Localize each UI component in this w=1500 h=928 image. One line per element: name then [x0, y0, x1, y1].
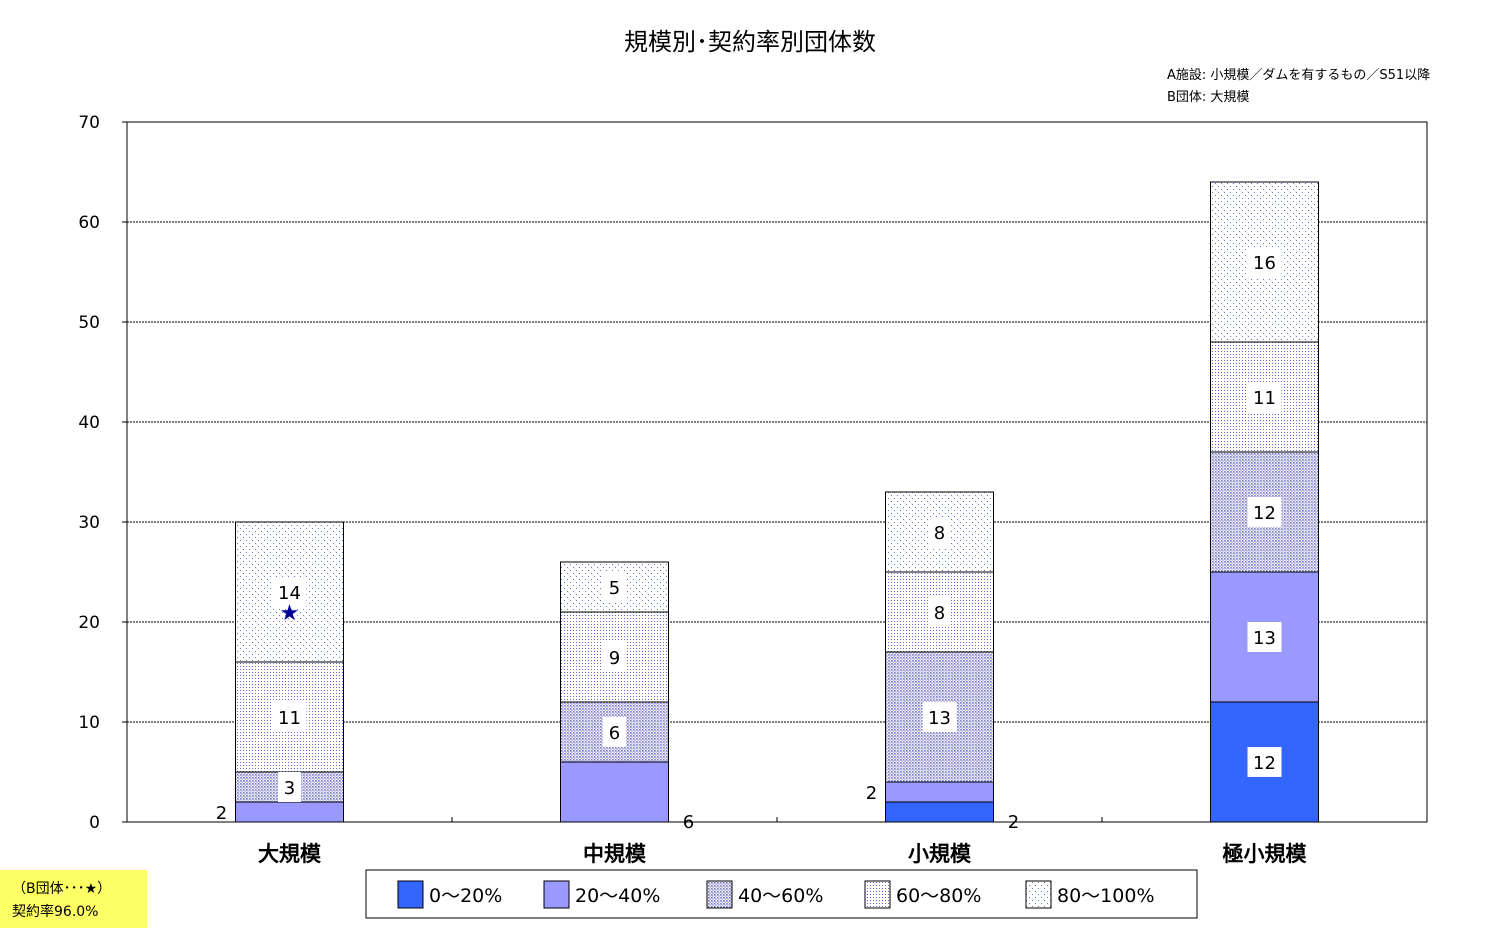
y-axis-ticks: 0 10 20 30 40 50 60 70 — [78, 113, 100, 833]
star-marker: ★ — [280, 601, 300, 626]
footnote-box: （B団体･･･★） 契約率96.0% — [0, 870, 147, 928]
y-tick-label: 60 — [78, 213, 100, 233]
data-label-background — [272, 577, 307, 607]
bar-segment — [560, 761, 669, 823]
bar-segment — [885, 801, 994, 823]
legend: 0～20% 20～40% 40～60% 60～80% 80～100% — [365, 869, 1198, 919]
y-tick-label: 30 — [78, 513, 100, 533]
data-label-background — [603, 717, 626, 747]
data-label: 14 — [278, 583, 301, 604]
data-label: 11 — [1253, 388, 1276, 409]
y-tick-label: 10 — [78, 713, 100, 733]
legend-label: 60～80% — [896, 885, 981, 907]
data-label: 13 — [928, 708, 951, 729]
legend-swatch — [397, 880, 424, 909]
legend-label: 0～20% — [429, 885, 502, 907]
data-label-background — [1247, 247, 1282, 277]
x-category-label: 極小規模 — [1223, 842, 1308, 866]
data-label: 12 — [1253, 503, 1276, 524]
data-label: 3 — [284, 778, 295, 799]
legend-swatch — [864, 880, 891, 909]
data-label-background — [1247, 497, 1282, 527]
data-label-background — [278, 772, 301, 802]
data-label-background — [603, 572, 626, 602]
data-label: 2 — [866, 783, 877, 804]
data-label: 8 — [934, 523, 945, 544]
y-tick-label: 0 — [89, 813, 100, 833]
data-label: 8 — [934, 603, 945, 624]
axes — [122, 121, 1428, 823]
legend-label: 80～100% — [1057, 885, 1155, 907]
data-label: 5 — [609, 578, 620, 599]
legend-swatch — [706, 880, 733, 909]
x-category-label: 中規模 — [583, 842, 647, 866]
data-label: 9 — [609, 648, 620, 669]
y-tick-label: 50 — [78, 313, 100, 333]
data-label-background — [928, 597, 951, 627]
footnote-line-2: 契約率96.0% — [12, 904, 99, 920]
data-label-background — [1247, 747, 1282, 777]
data-label: 12 — [1253, 753, 1276, 774]
y-tick-label: 70 — [78, 113, 100, 133]
data-label: 16 — [1253, 253, 1276, 274]
x-category-label: 大規模 — [258, 842, 322, 866]
data-label-background — [1247, 382, 1282, 412]
chart-title: 規模別･契約率別団体数 — [624, 28, 876, 56]
y-tick-label: 20 — [78, 613, 100, 633]
y-tick-label: 40 — [78, 413, 100, 433]
legend-label: 20～40% — [575, 885, 660, 907]
data-label-background — [272, 702, 307, 732]
bar-segment — [235, 801, 344, 823]
bars — [235, 181, 1319, 823]
data-label: 2 — [216, 803, 227, 824]
data-label-background — [922, 702, 957, 732]
chart-note-b: B団体: 大規模 — [1167, 90, 1249, 105]
bar-segment — [885, 781, 994, 803]
footnote-line-1: （B団体･･･★） — [12, 881, 112, 897]
data-label: 11 — [278, 708, 301, 729]
legend-frame — [365, 869, 1198, 919]
legend-swatch — [1025, 880, 1052, 909]
chart-note-a: A施設: 小規模／ダムを有するもの／S51以降 — [1167, 67, 1430, 83]
legend-swatch — [543, 880, 570, 909]
x-axis-labels: 大規模 中規模 小規模 極小規模 — [258, 842, 1307, 866]
data-label-background — [1247, 622, 1282, 652]
data-label: 6 — [609, 723, 620, 744]
data-label-background — [603, 642, 626, 672]
legend-label: 40～60% — [738, 885, 823, 907]
data-label: 13 — [1253, 628, 1276, 649]
data-label-background — [928, 517, 951, 547]
x-category-label: 小規模 — [908, 842, 972, 866]
